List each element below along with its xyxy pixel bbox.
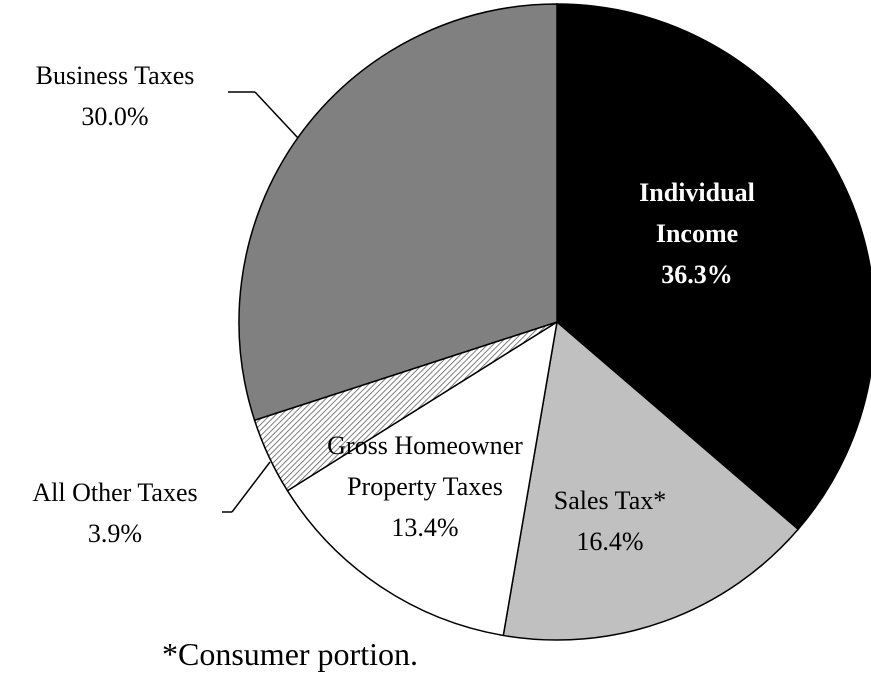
pie: [238, 3, 871, 641]
value-label: 3.9%: [87, 519, 143, 548]
category-label: Gross Homeowner Property Taxes: [327, 431, 523, 501]
category-label: All Other Taxes: [32, 478, 198, 507]
value-label: 16.4%: [576, 527, 644, 556]
slice: [238, 3, 558, 422]
leader-line: [254, 91, 299, 139]
footnote: *Consumer portion.: [162, 636, 418, 672]
value-label: 30.0%: [81, 102, 149, 131]
value-label: 36.3%: [661, 260, 733, 289]
slice-label: Sales Tax* 16.4%: [495, 480, 725, 562]
category-label: Business Taxes: [35, 61, 195, 90]
slice-label: Individual Income 36.3%: [612, 172, 782, 295]
category-label: Sales Tax*: [553, 486, 667, 515]
slice-label: All Other Taxes 3.9%: [0, 472, 230, 554]
slice: [556, 3, 871, 531]
leader-line: [231, 461, 271, 513]
slice-label: Business Taxes 30.0%: [0, 55, 230, 137]
slice: [502, 320, 800, 641]
slice-label: Gross Homeowner Property Taxes 13.4%: [320, 425, 530, 548]
slice: [286, 320, 559, 637]
value-label: 13.4%: [391, 513, 459, 542]
category-label: Individual Income: [639, 178, 755, 248]
